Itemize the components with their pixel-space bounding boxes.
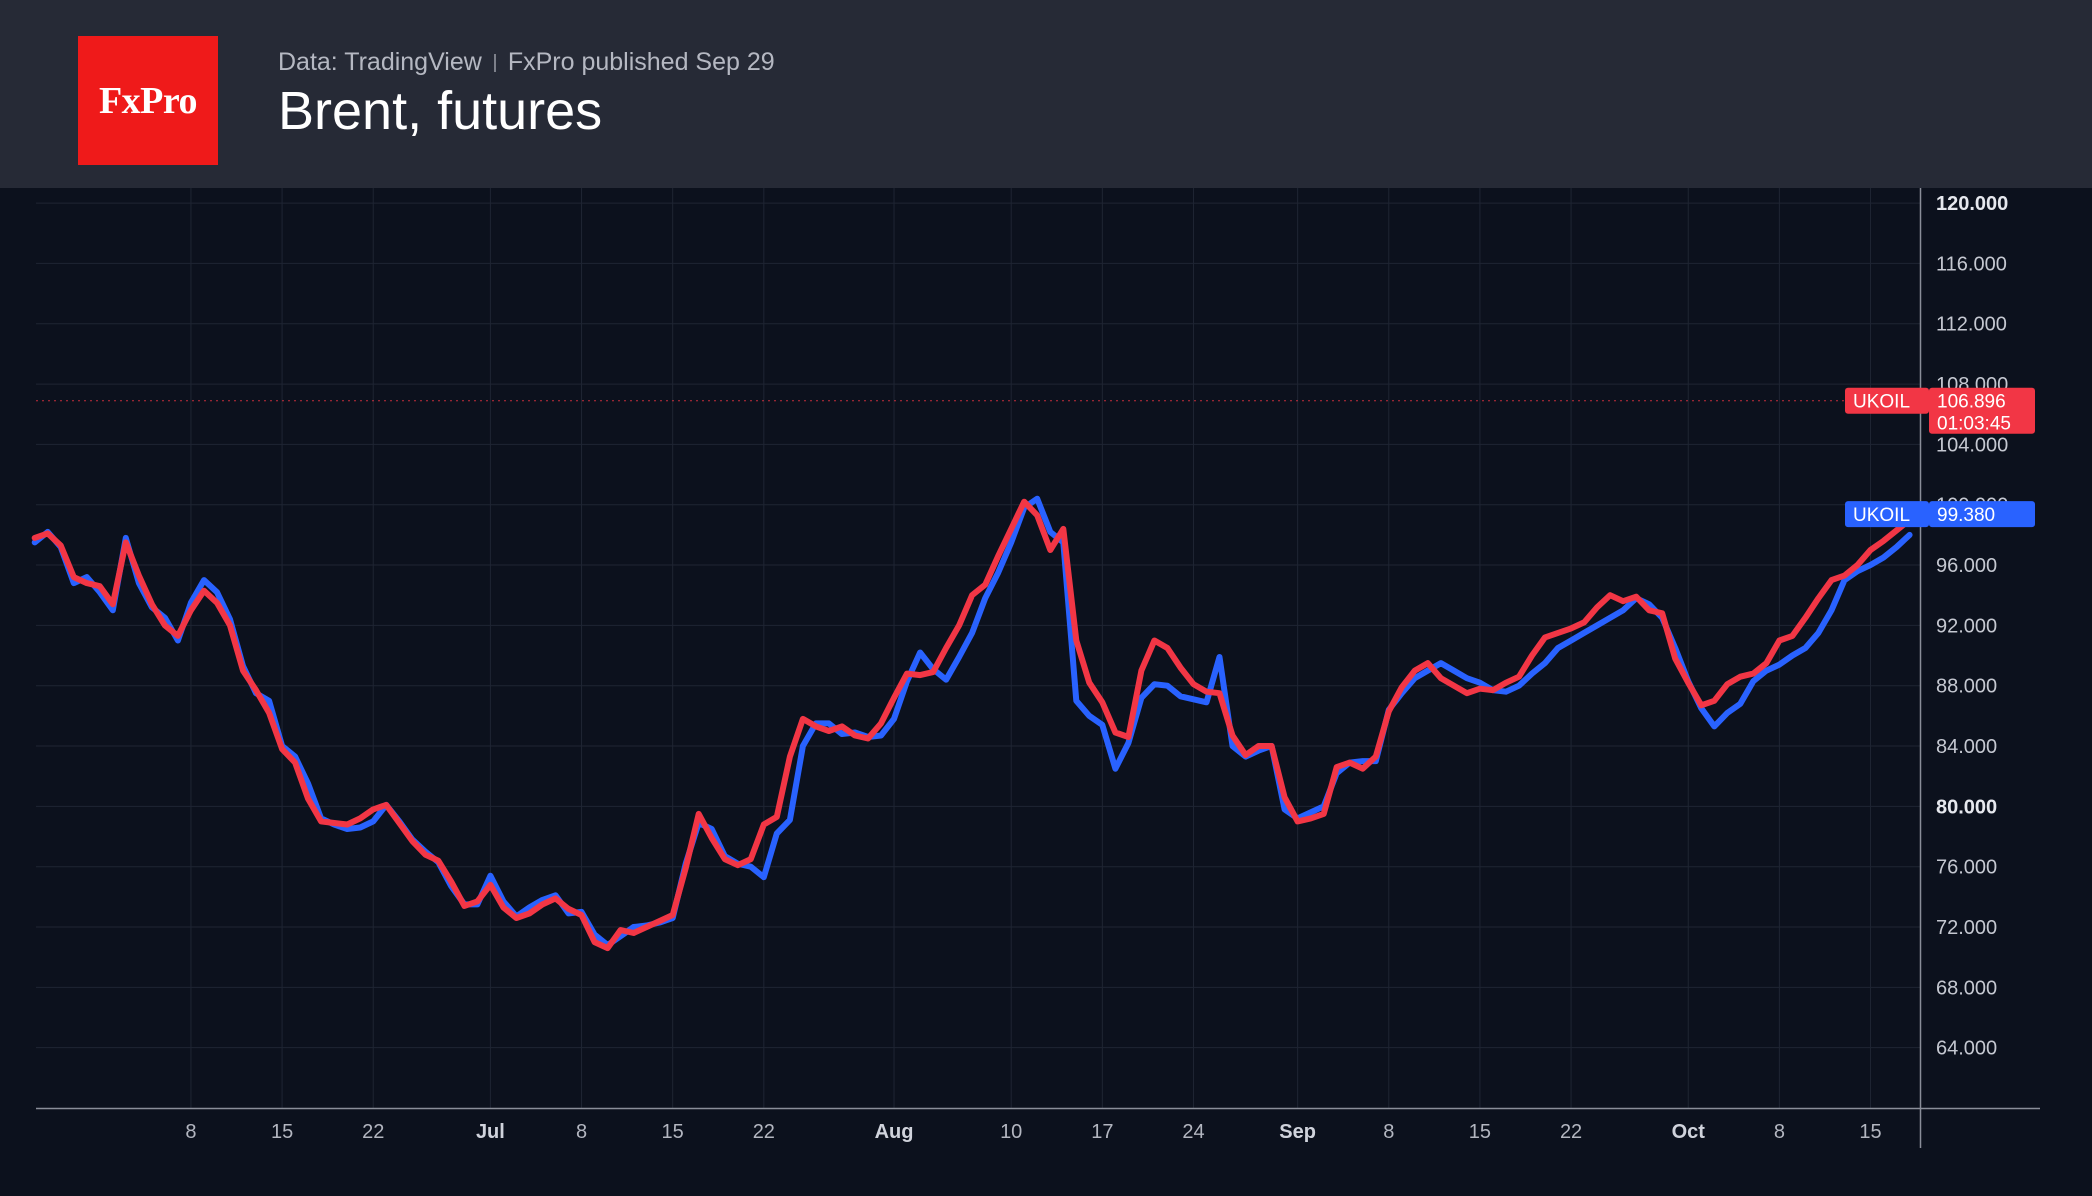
- y-tick-label: 120.000: [1936, 193, 2008, 215]
- y-tick-label: 116.000: [1936, 253, 2007, 275]
- x-tick-label: 15: [662, 1121, 684, 1143]
- red-price-tag-value-bg: [1929, 387, 2035, 434]
- series-line-red: [31, 498, 1913, 952]
- blue-price-tag-value-bg: [1929, 501, 2035, 528]
- source-line: Data: TradingView FxPro published Sep 29: [278, 48, 775, 77]
- x-tick-label: 15: [1469, 1121, 1491, 1143]
- x-tick-label: 8: [1383, 1121, 1394, 1143]
- logo-text: FxPro: [98, 79, 198, 122]
- y-tick-label: 76.000: [1936, 857, 1997, 879]
- price-chart[interactable]: 64.000 68.000 72.000 76.000 80.000 84.000 88.0…: [0, 188, 2092, 1196]
- red-price-tag-label-bg: [1845, 387, 1929, 414]
- x-tick-label: 17: [1091, 1121, 1113, 1143]
- x-tick-label: 8: [185, 1121, 196, 1143]
- blue-price-tag-name: UKOIL: [1853, 505, 1910, 526]
- publisher-info: FxPro published Sep 29: [507, 48, 775, 76]
- y-tick-label: 104.000: [1936, 434, 2008, 456]
- y-tick-label: 72.000: [1936, 917, 1997, 939]
- data-source: Data: TradingView: [278, 48, 482, 76]
- x-tick-label: 22: [1560, 1121, 1582, 1143]
- series-line-blue: [31, 495, 1913, 949]
- y-tick-label: 96.000: [1936, 555, 1997, 577]
- x-tick-label: Sep: [1279, 1121, 1316, 1143]
- x-tick-label: 22: [753, 1121, 775, 1143]
- x-tick-label: 8: [1774, 1121, 1785, 1143]
- x-tick-label: 22: [362, 1121, 384, 1143]
- fxpro-logo: FxPro: [78, 36, 218, 165]
- red-price-tag-value: 106.896: [1937, 392, 2006, 413]
- blue-price-tag-value: 99.380: [1937, 505, 1995, 526]
- y-tick-label: 84.000: [1936, 736, 1997, 758]
- x-tick-label: 10: [1000, 1121, 1022, 1143]
- y-tick-label: 64.000: [1936, 1038, 1997, 1060]
- x-tick-label: 15: [1859, 1121, 1881, 1143]
- chart-title: Brent, futures: [278, 81, 603, 141]
- blue-price-tag-label-bg: [1845, 501, 1929, 528]
- chart-header: FxPro Data: TradingView FxPro published …: [0, 0, 2092, 188]
- separator: [493, 53, 496, 72]
- x-tick-label: 15: [271, 1121, 293, 1143]
- x-tick-label: 8: [576, 1121, 587, 1143]
- y-tick-label: 112.000: [1936, 314, 2007, 336]
- y-tick-label: 80.000: [1936, 796, 1997, 818]
- y-tick-label: 88.000: [1936, 676, 1997, 698]
- x-tick-label: Oct: [1672, 1121, 1706, 1143]
- x-tick-label: 24: [1182, 1121, 1204, 1143]
- red-price-tag-countdown: 01:03:45: [1937, 414, 2011, 435]
- y-tick-label: 68.000: [1936, 977, 1997, 999]
- x-tick-label: Aug: [875, 1121, 914, 1143]
- x-tick-label: Jul: [476, 1121, 505, 1143]
- red-price-tag-name: UKOIL: [1853, 392, 1910, 413]
- y-tick-label: 92.000: [1936, 615, 1997, 637]
